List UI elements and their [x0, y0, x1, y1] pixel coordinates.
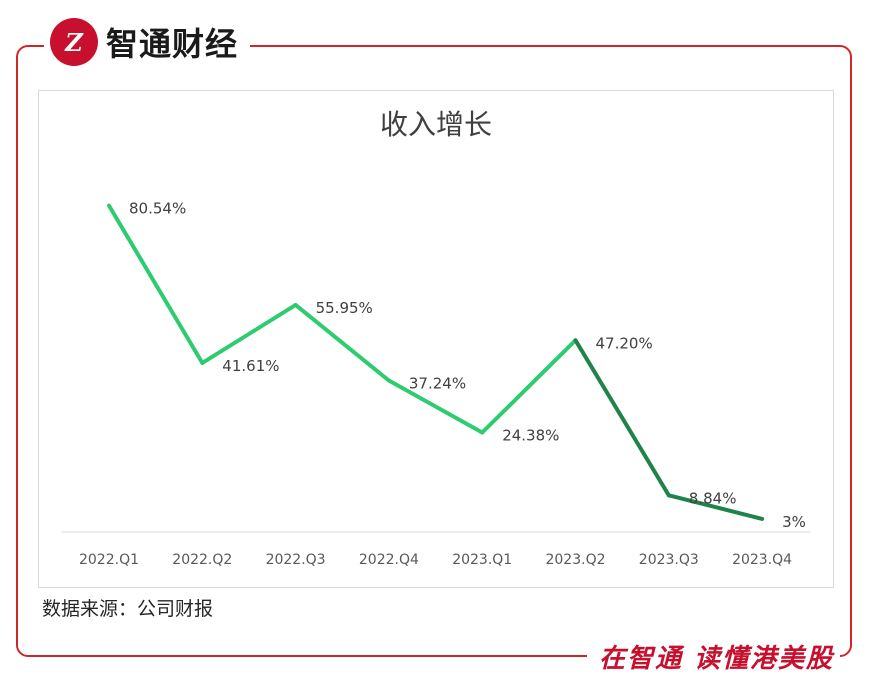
- plot-panel: 收入增长 2022.Q1 2022.Q2 2022.Q3 2022.Q4 2023.Q1…: [38, 90, 834, 588]
- x-tick-label: 2023.Q1: [452, 552, 512, 568]
- series-line-segment: [386, 378, 485, 435]
- series-line-segment: [200, 302, 298, 365]
- data-labels: 80.54% 41.61% 55.95% 37.24% 24.38% 47.20% 8.84…: [129, 200, 806, 531]
- x-tick-label: 2023.Q4: [732, 552, 792, 568]
- series-line-segment: [107, 203, 205, 365]
- chart-title: 收入增长: [379, 108, 492, 141]
- series-line-segment: [480, 338, 578, 435]
- line-chart: 2022.Q1 2022.Q2 2022.Q3 2022.Q4 2023.Q1 2023.…: [61, 200, 811, 568]
- slogan: 在智通 读懂港美股: [586, 638, 840, 675]
- x-tick-label: 2023.Q2: [545, 552, 605, 568]
- data-label: 8.84%: [689, 489, 737, 507]
- data-label: 41.61%: [222, 357, 279, 375]
- series-line-segment: [666, 493, 765, 521]
- x-tick-label: 2023.Q3: [639, 552, 699, 568]
- data-label: 55.95%: [316, 299, 373, 317]
- series-line-segment: [573, 338, 671, 498]
- data-label: 47.20%: [596, 334, 653, 352]
- source-note: 数据来源：公司财报: [42, 598, 214, 620]
- brand-name: 智通财经: [106, 25, 239, 63]
- x-tick-label: 2022.Q4: [359, 552, 419, 568]
- series-line-segment: [293, 302, 391, 383]
- x-tick-label: 2022.Q3: [266, 552, 326, 568]
- brand-header: Z 智通财经: [44, 12, 251, 72]
- data-label: 24.38%: [502, 427, 559, 445]
- data-label: 80.54%: [129, 200, 186, 218]
- brand-logo-icon: Z: [50, 18, 98, 66]
- data-label: 3%: [782, 513, 806, 531]
- series-lines: [107, 203, 765, 521]
- x-tick-label: 2022.Q1: [79, 552, 139, 568]
- data-label: 37.24%: [409, 375, 466, 393]
- x-tick-label: 2022.Q2: [172, 552, 232, 568]
- chart-frame: [16, 45, 852, 657]
- x-tick-labels: 2022.Q1 2022.Q2 2022.Q3 2022.Q4 2023.Q1 2023.…: [79, 552, 792, 568]
